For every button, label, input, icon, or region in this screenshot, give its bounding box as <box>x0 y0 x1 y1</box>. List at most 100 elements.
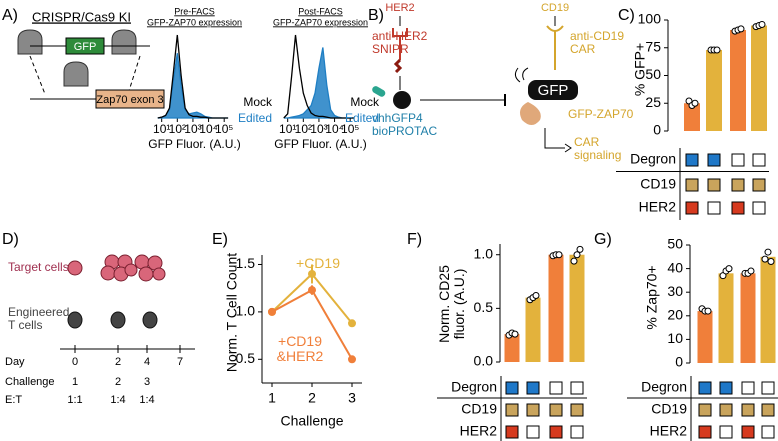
condition-square <box>741 403 755 417</box>
x-tick-label: 1 <box>268 390 276 406</box>
condition-label: Degron <box>630 151 676 167</box>
condition-square <box>741 425 755 439</box>
bar <box>548 254 564 362</box>
row-label: Day <box>5 356 25 368</box>
bar <box>760 256 776 363</box>
exon-label: Zap70 exon 3 <box>96 94 163 106</box>
condition-square <box>707 178 721 192</box>
condition-label: CD19 <box>640 176 676 192</box>
fusion-label: GFP-ZAP70 <box>568 107 634 121</box>
condition-square <box>731 201 745 215</box>
bar <box>706 49 722 131</box>
exon-box <box>95 89 165 109</box>
condition-square <box>685 153 699 167</box>
replicate-point <box>737 25 745 33</box>
y-tick-label: 1.5 <box>236 255 256 271</box>
condition-square <box>685 178 699 192</box>
y-tick-label: 75 <box>645 38 661 54</box>
point <box>268 307 276 316</box>
y-tick-label: 25 <box>645 94 661 110</box>
y-tick-label: 30 <box>667 283 683 299</box>
replicate-point <box>761 255 769 263</box>
condition-label: CD19 <box>461 401 497 417</box>
condition-square <box>549 425 563 439</box>
point <box>308 286 316 295</box>
condition-square <box>570 425 584 439</box>
bar <box>740 273 756 363</box>
x-tick-label: 10² <box>169 122 186 136</box>
target-cell <box>67 254 166 282</box>
y-tick-label: 0 <box>653 122 661 138</box>
bar <box>730 29 746 132</box>
bar <box>751 25 767 131</box>
y-axis-label: Norm. CD25 fluor. (A.U.) <box>436 265 467 343</box>
replicate-point <box>511 330 519 338</box>
bar <box>718 273 734 363</box>
condition-square <box>707 201 721 215</box>
condition-square <box>526 403 540 417</box>
x-tick-label: 10¹ <box>153 122 170 136</box>
y-tick-label: 1.0 <box>236 303 256 319</box>
y-tick-label: 50 <box>645 66 661 82</box>
panel-label: F) <box>407 231 422 248</box>
condition-square <box>526 425 540 439</box>
chart-subtitle: GFP-ZAP70 expression <box>147 17 242 27</box>
chart-subtitle: GFP-ZAP70 expression <box>273 17 368 27</box>
condition-square <box>698 381 712 395</box>
condition-label: HER2 <box>639 199 677 215</box>
gfp-box <box>65 37 105 55</box>
x-tick-label: 10¹ <box>279 122 296 136</box>
y-tick-label: 0.0 <box>474 353 494 369</box>
antigen-label: HER2 <box>385 2 414 14</box>
y-tick-label: 0.5 <box>236 350 256 366</box>
condition-label: Degron <box>451 379 497 395</box>
series-label: +CD19 <box>296 255 340 271</box>
chart-title: Pre-FACS <box>174 6 215 16</box>
x-tick-label: 10⁵ <box>215 122 233 136</box>
zap70-protein <box>520 102 541 125</box>
row-value: 3 <box>144 376 150 388</box>
y-tick-label: 0 <box>675 354 683 370</box>
x-tick-label: 10³ <box>184 122 201 136</box>
snipr-label: anti-HER2 SNIPR <box>372 29 428 56</box>
point <box>348 355 356 364</box>
bar <box>525 297 541 362</box>
y-tick-label: 40 <box>667 259 683 275</box>
x-tick-label: 2 <box>308 390 316 406</box>
x-axis-label: Challenge <box>280 413 343 429</box>
condition-square <box>570 381 584 395</box>
condition-square <box>761 403 775 417</box>
antigen-label: CD19 <box>541 2 569 14</box>
condition-square <box>719 425 733 439</box>
y-tick-label: 0.5 <box>474 299 494 315</box>
cas9-icon <box>17 29 137 87</box>
condition-square <box>719 381 733 395</box>
dashed-line <box>127 55 141 95</box>
condition-square <box>741 381 755 395</box>
car-receptor <box>546 16 564 70</box>
replicate-point <box>576 245 584 253</box>
panel-label: C) <box>618 7 635 24</box>
series-label: Mock <box>243 95 272 109</box>
area <box>157 53 229 119</box>
row-value: 0 <box>72 356 78 368</box>
condition-square <box>685 201 699 215</box>
condition-square <box>707 153 721 167</box>
condition-label: HER2 <box>650 423 688 439</box>
x-tick-label: 10⁵ <box>341 122 359 136</box>
row-value: 1 <box>72 376 78 388</box>
replicate-point <box>747 267 755 275</box>
condition-square <box>752 201 766 215</box>
y-tick-label: 50 <box>667 236 683 252</box>
x-tick-label: 3 <box>348 390 356 406</box>
x-tick-label: 10² <box>295 122 312 136</box>
condition-square <box>719 403 733 417</box>
chart-title: Post-FACS <box>298 6 343 16</box>
x-axis-label: GFP Fluor. (A.U.) <box>274 137 366 151</box>
panel-label: A) <box>2 7 18 24</box>
condition-square <box>731 178 745 192</box>
condition-label: Degron <box>641 379 687 395</box>
y-axis-label: % Zap70+ <box>643 265 660 330</box>
replicate-point <box>691 99 699 107</box>
line <box>157 34 229 119</box>
